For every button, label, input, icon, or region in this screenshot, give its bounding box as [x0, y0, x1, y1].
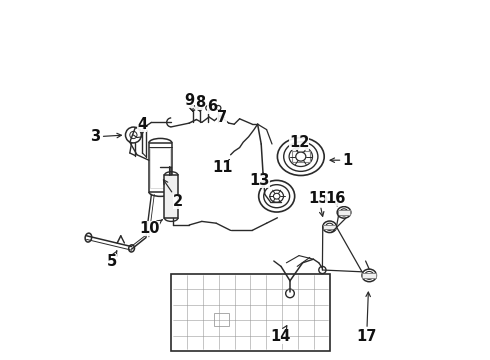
Text: 16: 16 [325, 190, 345, 206]
Bar [164, 175, 178, 218]
Text: 11: 11 [213, 160, 233, 175]
Text: 2: 2 [164, 180, 183, 209]
Bar [323, 225, 336, 229]
Bar [292, 151, 310, 162]
Text: 14: 14 [270, 326, 291, 344]
Text: 1: 1 [330, 153, 353, 168]
Bar [338, 210, 350, 215]
Bar [362, 273, 376, 278]
Text: 17: 17 [357, 292, 377, 344]
Text: 4: 4 [137, 117, 147, 135]
Text: 13: 13 [249, 172, 270, 188]
Text: 15: 15 [309, 190, 329, 216]
Text: 8: 8 [195, 95, 205, 111]
Text: 7: 7 [217, 109, 227, 125]
Bar [150, 148, 171, 188]
Text: 12: 12 [289, 135, 309, 150]
Bar [215, 313, 229, 326]
Text: 3: 3 [91, 129, 122, 144]
Text: 9: 9 [184, 93, 194, 111]
Text: 10: 10 [139, 220, 162, 236]
Bar [149, 143, 172, 192]
Text: 5: 5 [107, 251, 117, 269]
Text: 6: 6 [207, 99, 217, 114]
Bar [171, 274, 330, 351]
